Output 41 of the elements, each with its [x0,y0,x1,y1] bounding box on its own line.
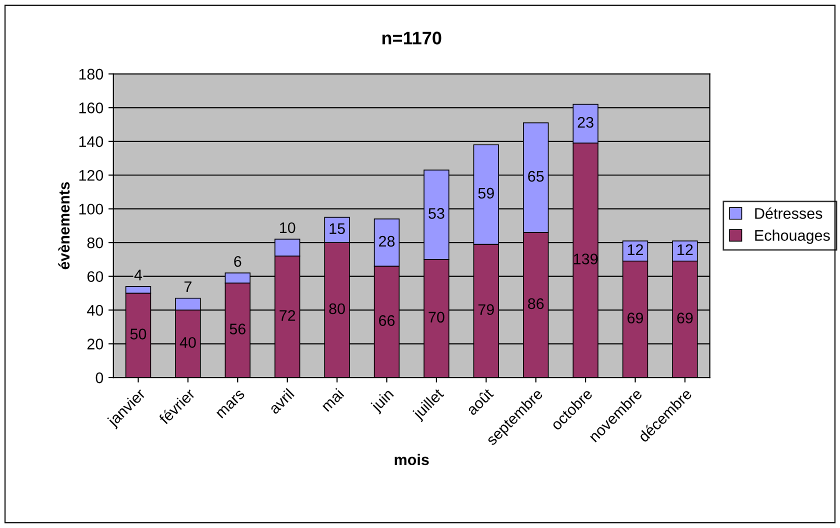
legend-label: Détresses [755,207,822,219]
data-label: 70 [428,312,444,323]
data-label: 23 [578,116,594,128]
chart-title: n=1170 [382,32,442,44]
data-label: 69 [677,312,693,324]
data-label: 50 [130,328,146,340]
data-label: 12 [628,244,643,255]
data-label: 40 [180,337,196,348]
legend-label: Echouages [755,230,830,244]
data-label: 10 [280,222,296,234]
data-label: 66 [379,315,395,326]
y-axis-title: évènements [58,182,70,270]
y-tick-label: 100 [79,204,104,215]
y-tick-label: 80 [87,237,104,248]
y-tick-label: 140 [79,136,104,148]
data-label: 59 [478,188,494,199]
data-label: 28 [379,236,395,247]
data-label: 86 [528,298,544,310]
data-label: 79 [478,304,494,315]
y-tick-label: 60 [87,271,104,282]
x-axis-title: mois [394,454,429,466]
data-label: 15 [330,223,345,234]
data-label: 53 [428,208,444,219]
data-label: 56 [230,324,246,334]
x-tick-label: mai [320,388,344,412]
x-tick-label: juin [370,388,396,414]
data-label: 80 [329,303,345,314]
data-label: 72 [280,310,296,321]
data-label: 7 [184,282,192,292]
y-tick-label: 20 [87,338,104,350]
data-label: 139 [574,254,598,264]
data-label: 6 [234,256,242,267]
data-label: 12 [678,244,693,255]
y-tick-label: 0 [96,372,104,384]
data-label: 65 [528,170,544,182]
data-label: 4 [134,270,142,280]
y-tick-label: 180 [79,68,104,80]
y-tick-label: 40 [87,304,104,316]
y-tick-label: 160 [79,102,104,114]
y-tick-label: 120 [79,170,104,181]
data-label: 69 [628,312,644,324]
